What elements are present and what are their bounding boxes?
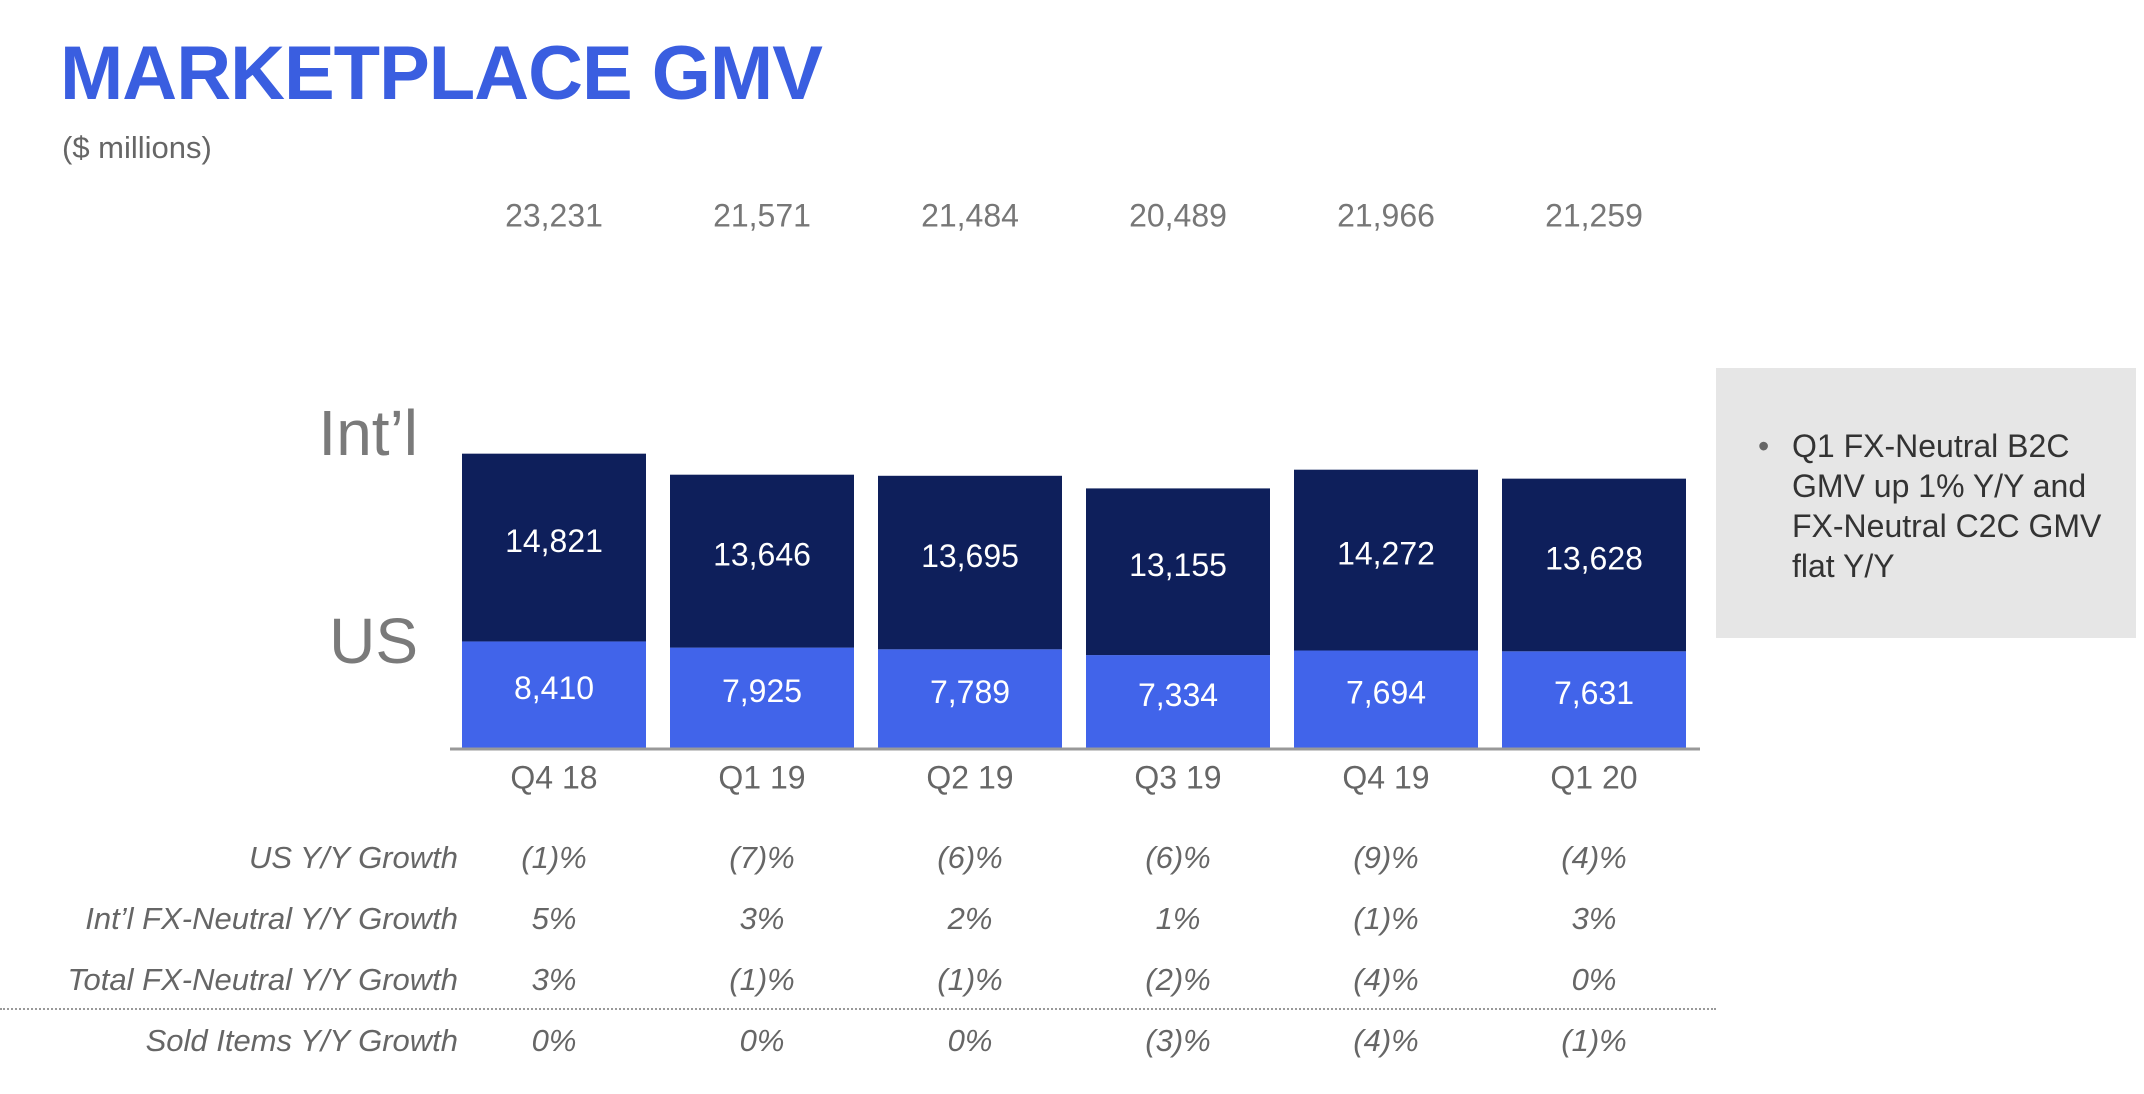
units-subtitle: ($ millions) <box>62 130 212 165</box>
bar-total-label: 20,489 <box>1129 197 1227 233</box>
metric-value: (2)% <box>1145 962 1211 997</box>
metric-value: 3% <box>739 901 785 936</box>
bar-label-us: 7,334 <box>1138 677 1218 713</box>
bar-label-intl: 14,272 <box>1337 536 1435 572</box>
x-tick-label: Q1 19 <box>718 759 805 795</box>
table-divider <box>0 1008 1716 1010</box>
x-tick-label: Q2 19 <box>926 759 1013 795</box>
bar-label-us: 7,925 <box>722 673 802 709</box>
metric-label: Total FX-Neutral Y/Y Growth <box>67 962 458 997</box>
metric-label: Sold Items Y/Y Growth <box>145 1023 458 1058</box>
bar-label-us: 8,410 <box>514 670 594 706</box>
us-segment-label: US <box>329 605 418 677</box>
bar-label-us: 7,631 <box>1554 675 1634 711</box>
bar-intl <box>1086 488 1270 656</box>
metric-value: (9)% <box>1353 840 1419 875</box>
metric-value: (1)% <box>1353 901 1419 936</box>
metric-label: US Y/Y Growth <box>248 840 458 875</box>
metric-label: Int’l FX-Neutral Y/Y Growth <box>85 901 458 936</box>
metric-value: (4)% <box>1561 840 1627 875</box>
bar-intl <box>878 475 1062 650</box>
metric-value: (1)% <box>729 962 795 997</box>
x-tick-label: Q3 19 <box>1134 759 1221 795</box>
bar-intl <box>1294 469 1478 651</box>
commentary-box: Q1 FX-Neutral B2C GMV up 1% Y/Y and FX-N… <box>1716 368 2136 638</box>
metric-value: 0% <box>739 1023 785 1058</box>
metric-value: 0% <box>1571 962 1617 997</box>
bar-label-intl: 13,646 <box>713 537 811 573</box>
bar-total-label: 21,571 <box>713 197 811 233</box>
bar-label-intl: 13,155 <box>1129 547 1227 583</box>
bar-total-label: 21,259 <box>1545 197 1643 233</box>
metric-value: (7)% <box>729 840 795 875</box>
metric-value: (1)% <box>521 840 587 875</box>
page-title: MARKETPLACE GMV <box>60 31 823 116</box>
bar-label-intl: 13,695 <box>921 538 1019 574</box>
stacked-bar-chart: 14,821 8,410 23,231 Q4 18 13,646 7,925 21,571 Q… <box>450 197 1700 795</box>
bar-total-label: 21,484 <box>921 197 1019 233</box>
metric-value: 2% <box>947 901 993 936</box>
metric-value: 0% <box>531 1023 577 1058</box>
metric-value: 5% <box>531 901 577 936</box>
bar-intl <box>1502 478 1686 652</box>
metric-value: (6)% <box>1145 840 1211 875</box>
bar-label-intl: 14,821 <box>505 523 603 559</box>
bar-us <box>670 647 854 748</box>
bar-intl <box>670 474 854 648</box>
metric-value: (4)% <box>1353 1023 1419 1058</box>
intl-segment-label: Int’l <box>318 397 418 469</box>
metric-value: (6)% <box>937 840 1003 875</box>
metric-value: 3% <box>531 962 577 997</box>
bar-intl <box>462 453 646 642</box>
metric-value: 3% <box>1571 901 1617 936</box>
metric-value: (1)% <box>1561 1023 1627 1058</box>
metric-value: 0% <box>947 1023 993 1058</box>
metric-value: (4)% <box>1353 962 1419 997</box>
metric-value: 1% <box>1155 901 1201 936</box>
metric-row: Int’l FX-Neutral Y/Y Growth 5% 3% 2% 1% (1)% 3… <box>0 901 1716 961</box>
bar-us <box>1086 655 1270 748</box>
metric-value: (1)% <box>937 962 1003 997</box>
bar-us <box>462 641 646 748</box>
x-tick-label: Q1 20 <box>1550 759 1637 795</box>
commentary-bullet: Q1 FX-Neutral B2C GMV up 1% Y/Y and FX-N… <box>1758 426 2108 586</box>
metric-row: US Y/Y Growth (1)% (7)% (6)% (6)% (9)% (4)% <box>0 840 1716 900</box>
bar-label-intl: 13,628 <box>1545 540 1643 576</box>
bar-label-us: 7,694 <box>1346 675 1426 711</box>
metric-value: (3)% <box>1145 1023 1211 1058</box>
metric-row: Sold Items Y/Y Growth 0% 0% 0% (3)% (4)% (1)% <box>0 1023 1716 1083</box>
bar-total-label: 23,231 <box>505 197 603 233</box>
bar-us <box>1502 651 1686 748</box>
bar-us <box>878 649 1062 748</box>
bar-label-us: 7,789 <box>930 674 1010 710</box>
x-tick-label: Q4 19 <box>1342 759 1429 795</box>
bar-us <box>1294 650 1478 748</box>
x-tick-label: Q4 18 <box>510 759 597 795</box>
metric-row: Total FX-Neutral Y/Y Growth 3% (1)% (1)% (2)… <box>0 962 1716 1022</box>
bar-total-label: 21,966 <box>1337 197 1435 233</box>
